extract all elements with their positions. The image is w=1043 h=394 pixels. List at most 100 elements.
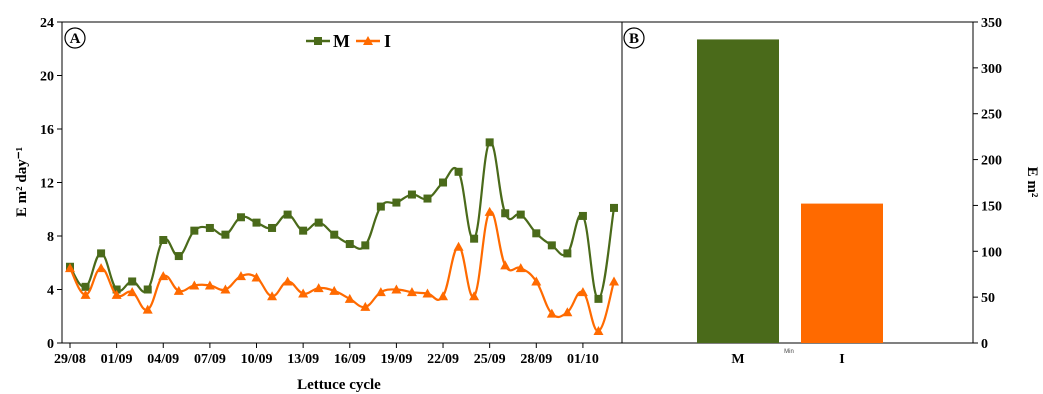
series-I-point (65, 263, 75, 273)
bar-label-I: I (839, 352, 844, 367)
panel-a-ytick-label: 8 (47, 230, 54, 245)
bar-I (801, 203, 883, 343)
series-M-point (236, 213, 245, 222)
series-I-point (546, 308, 557, 318)
series-M-point (501, 209, 510, 218)
series-I-point (406, 287, 417, 297)
panel-a-xtick-label: 16/09 (334, 352, 366, 367)
legend-i-label: I (384, 31, 391, 51)
series-M-point (128, 277, 137, 286)
series-M-point (112, 285, 121, 294)
panel-b-ytick-label: 50 (981, 291, 995, 306)
panel-b-ytick-label: 350 (981, 16, 1002, 31)
series-I-point (111, 289, 122, 299)
panel-a-xtick-label: 01/10 (567, 352, 599, 367)
series-I-point (235, 271, 246, 281)
panel-a-xtick-label: 22/09 (427, 352, 459, 367)
panel-a-ytick-label: 12 (40, 177, 54, 192)
series-M-point (81, 282, 90, 291)
series-I-point (220, 284, 231, 294)
panel-b-ytick-label: 300 (981, 62, 1002, 77)
series-I-point (204, 280, 215, 290)
panel-b-ytick-label: 150 (981, 199, 1002, 214)
series-I-point (391, 284, 402, 294)
series-I-point (251, 272, 262, 282)
series-M-point (190, 226, 199, 235)
series-M-point (174, 252, 183, 261)
series-I-point (375, 287, 386, 297)
panel-b-ytick-label: 100 (981, 245, 1002, 260)
panel-a-y-axis: 0 4 8 12 16 20 24 (40, 16, 62, 352)
series-I-point (609, 276, 619, 286)
series-M-point (252, 218, 261, 227)
series-I-point (173, 285, 184, 295)
series-I-point (360, 301, 371, 311)
panel-b-ytick-label: 0 (981, 337, 988, 352)
panel-a-ytick-label: 24 (40, 16, 54, 31)
series-M-point (299, 226, 308, 235)
legend-m-label: M (333, 31, 350, 51)
series-M-point (221, 230, 230, 239)
panel-a-x-axis: 29/08 01/09 04/09 07/09 10/09 13/09 16/09 19/09… (54, 343, 599, 367)
series-M-point (330, 230, 339, 239)
legend-m-marker (314, 37, 322, 45)
panel-a-series (65, 138, 619, 335)
series-I-point (282, 276, 293, 286)
series-M-point (454, 167, 463, 176)
panel-b-ytick-label: 200 (981, 154, 1002, 169)
series-I-point (142, 304, 153, 314)
series-M-point (470, 234, 479, 243)
series-I-point (531, 276, 542, 286)
series-M-point (97, 249, 106, 258)
panel-a-badge (64, 27, 86, 49)
series-M-point (439, 178, 448, 187)
series-M-point (345, 240, 354, 249)
panel-a-xtick-label: 10/09 (241, 352, 273, 367)
series-I-point (329, 285, 340, 295)
series-M-point (547, 241, 556, 250)
series-M-point (423, 194, 432, 203)
panel-b-label: B (629, 31, 639, 47)
series-I-point (96, 263, 107, 273)
panel-a-label: A (70, 31, 81, 47)
panel-b-between-label: Min (784, 349, 794, 355)
series-M-point (407, 190, 416, 199)
panel-a-xtick-label: 28/09 (520, 352, 552, 367)
series-M-point (314, 218, 323, 227)
panel-a-legend: M I (306, 31, 391, 51)
series-I-point (577, 287, 588, 297)
series-M-point (159, 236, 168, 245)
series-M-point (268, 223, 277, 232)
series-M-point (516, 210, 525, 219)
series-I-point (298, 288, 309, 298)
legend-i-marker (363, 36, 373, 45)
panel-b-frame (621, 21, 974, 344)
panel-b-ytick-label: 250 (981, 108, 1002, 123)
series-I-point (313, 283, 324, 293)
panel-a-xtick-label: 07/09 (194, 352, 226, 367)
panel-a-ytick-label: 4 (47, 284, 54, 299)
series-M-point (376, 202, 385, 211)
series-I-point (158, 271, 169, 281)
panel-a-ytick-label: 0 (47, 337, 54, 352)
series-M-point (283, 210, 292, 219)
series-I-point (267, 291, 278, 301)
series-I-point (469, 291, 480, 301)
panel-a-xtick-label: 25/09 (474, 352, 506, 367)
series-M-point (594, 294, 603, 303)
series-I-point (500, 260, 511, 270)
series-I-point (189, 280, 200, 290)
panel-a-xtick-label: 13/09 (287, 352, 319, 367)
panel-b-ylabel: E m² (1024, 167, 1040, 198)
panel-b-y-axis: 0 50 100 150 200 250 300 350 (973, 16, 1002, 352)
series-M-point (610, 203, 618, 212)
series-I-point (438, 291, 449, 301)
panel-a-ytick-label: 16 (40, 123, 54, 138)
series-I-point (484, 206, 495, 216)
series-I-point (422, 288, 433, 298)
panel-a-ytick-label: 20 (40, 70, 54, 85)
series-I-point (515, 263, 526, 273)
series-M-point (578, 211, 587, 220)
